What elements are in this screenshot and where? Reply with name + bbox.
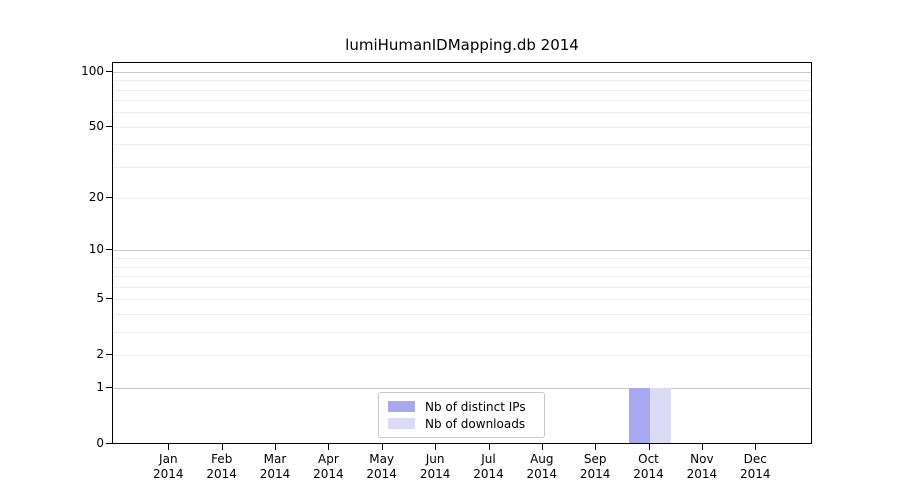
x-tick-label-dec: Dec 2014 [723, 452, 787, 482]
x-tick-mark-jul [488, 444, 490, 450]
y-minor-gridline-7 [113, 276, 811, 278]
x-tick-year-nov: 2014 [686, 467, 718, 481]
bar-nb-of-downloads-oct [649, 387, 671, 443]
bar-nb-of-distinct-ips-oct [628, 387, 650, 443]
y-minor-gridline-3 [113, 332, 811, 333]
y-minor-gridline-4 [113, 314, 811, 315]
y-tick-mark-10 [106, 249, 112, 251]
y-tick-mark-100 [106, 70, 112, 72]
y-minor-gridline-20 [113, 198, 811, 200]
legend-item-downloads: Nb of downloads [388, 415, 535, 432]
x-tick-year-may: 2014 [366, 467, 397, 481]
y-tick-label-1: 1 [96, 379, 104, 394]
y-minor-gridline-40 [113, 144, 811, 146]
x-tick-mark-sep [595, 444, 597, 450]
y-minor-gridline-80 [113, 89, 811, 91]
x-tick-label-mar: Mar 2014 [243, 452, 307, 482]
x-tick-year-aug: 2014 [526, 467, 558, 481]
y-major-gridline-1 [113, 387, 811, 389]
y-minor-gridline-30 [113, 166, 811, 168]
x-tick-label-jun: Jun 2014 [403, 452, 467, 482]
x-tick-label-sep: Sep 2014 [563, 452, 627, 482]
x-tick-mark-mar [275, 444, 276, 450]
y-tick-label-5: 5 [96, 291, 104, 306]
legend-label-downloads: Nb of downloads [425, 416, 526, 431]
y-minor-gridline-2 [113, 355, 811, 357]
x-tick-year-jul: 2014 [473, 467, 504, 481]
x-tick-year-dec: 2014 [740, 467, 771, 481]
x-tick-year-sep: 2014 [579, 467, 611, 481]
y-major-gridline-100 [113, 71, 811, 73]
y-tick-mark-2 [106, 354, 112, 356]
y-tick-mark-1 [106, 386, 112, 388]
legend-swatch-downloads [388, 418, 415, 429]
x-tick-mark-may [381, 444, 383, 450]
x-tick-mark-jun [435, 444, 437, 450]
y-tick-mark-0 [106, 442, 112, 444]
chart-title: lumiHumanIDMapping.db 2014 [345, 36, 579, 54]
x-tick-mark-feb [221, 444, 223, 450]
y-tick-label-20: 20 [88, 190, 104, 205]
legend-swatch-distinct-ips [388, 401, 415, 412]
x-tick-year-feb: 2014 [206, 467, 237, 481]
y-tick-mark-50 [106, 125, 112, 127]
plot-area [112, 62, 812, 444]
y-major-gridline-10 [113, 250, 811, 252]
legend: Nb of distinct IPs Nb of downloads [378, 392, 545, 438]
x-tick-label-feb: Feb 2014 [190, 452, 254, 482]
x-tick-year-mar: 2014 [259, 467, 291, 481]
x-tick-mark-jan [168, 444, 170, 450]
y-tick-label-2: 2 [96, 347, 104, 362]
y-tick-label-10: 10 [88, 242, 104, 257]
y-tick-mark-20 [106, 197, 112, 199]
y-minor-gridline-9 [113, 258, 811, 260]
y-tick-label-50: 50 [88, 118, 104, 133]
x-tick-mark-dec [755, 444, 757, 450]
x-tick-label-oct: Oct 2014 [617, 452, 681, 482]
x-tick-label-nov: Nov 2014 [670, 452, 734, 482]
x-tick-mark-oct [648, 444, 650, 450]
x-tick-year-oct: 2014 [633, 467, 664, 481]
y-minor-gridline-60 [113, 112, 811, 114]
y-tick-label-0: 0 [96, 435, 104, 450]
x-tick-year-jan: 2014 [153, 467, 184, 481]
x-tick-mark-aug [541, 444, 543, 450]
x-tick-label-jul: Jul 2014 [457, 452, 521, 482]
x-tick-label-may: May 2014 [350, 452, 414, 482]
y-minor-gridline-90 [113, 80, 811, 82]
x-tick-year-jun: 2014 [419, 467, 451, 481]
y-minor-gridline-5 [113, 299, 811, 301]
legend-item-distinct-ips: Nb of distinct IPs [388, 398, 535, 415]
x-tick-year-apr: 2014 [313, 467, 344, 481]
x-tick-label-apr: Apr 2014 [296, 452, 360, 482]
y-tick-label-100: 100 [81, 63, 104, 78]
x-tick-label-jan: Jan 2014 [136, 452, 200, 482]
legend-label-distinct-ips: Nb of distinct IPs [425, 399, 526, 414]
y-minor-gridline-8 [113, 266, 811, 268]
y-minor-gridline-70 [113, 100, 811, 102]
x-tick-mark-nov [701, 444, 703, 450]
y-tick-mark-5 [106, 298, 112, 300]
x-tick-label-aug: Aug 2014 [510, 452, 574, 482]
x-tick-mark-apr [328, 444, 330, 450]
y-minor-gridline-6 [113, 286, 811, 288]
y-minor-gridline-50 [113, 126, 811, 128]
